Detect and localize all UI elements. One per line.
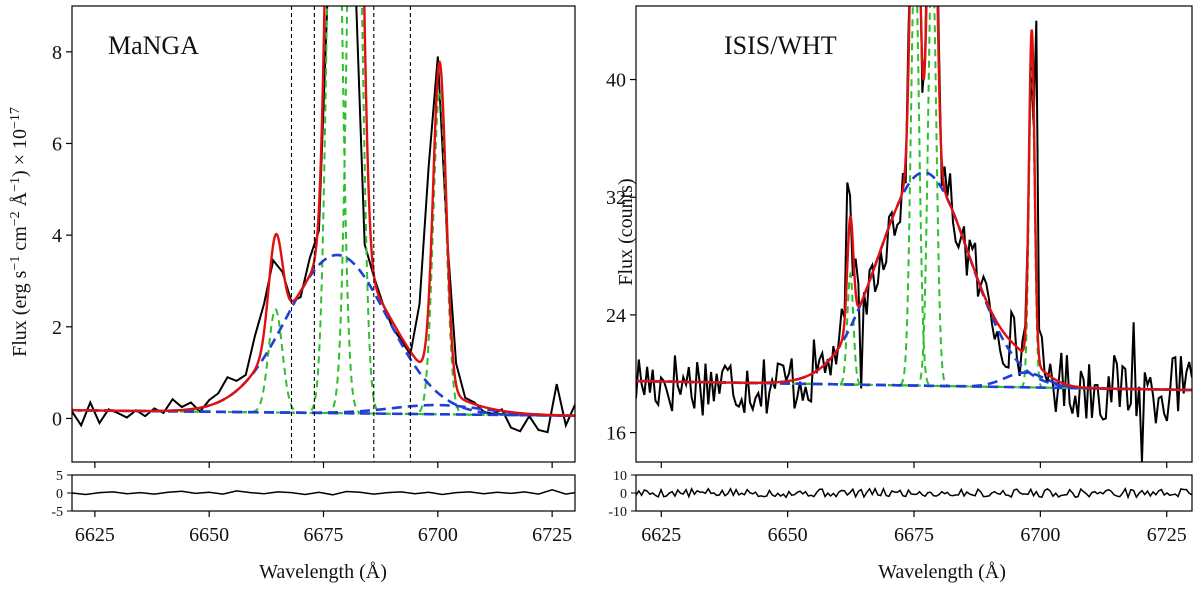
- y-tick-label: 0: [52, 408, 62, 430]
- isis-y-axis-label: Flux (counts): [615, 178, 637, 285]
- observed-spectrum-line: [636, 6, 1192, 462]
- manga-residual-plot: -5 0 5 6625 6650 6675 6700 6725: [51, 469, 576, 546]
- x-tick-label: 6700: [418, 524, 458, 546]
- plot-area: [636, 6, 1192, 462]
- y-tick-label: 6: [52, 133, 62, 155]
- narrow-component-line: [636, 6, 1192, 391]
- ylabel-segment: Å: [9, 191, 31, 211]
- ylabel-segment: cm: [9, 226, 31, 256]
- ylabel-segment: Flux (erg s: [9, 270, 31, 357]
- residual-y-tick-label: 5: [56, 469, 63, 484]
- residual-line: [71, 488, 576, 496]
- narrow-component-line: [636, 271, 1192, 391]
- manga-panel: 0 2 4 6 8 -5 0 5 6625 6650 6675 6700 6725 MaNGA Wav…: [8, 5, 576, 583]
- broad-component-line: [636, 171, 1192, 392]
- manga-y-axis-label: Flux (erg s−1 cm−2 Å−1) × 10−17: [8, 107, 32, 357]
- manga-x-axis-label: Wavelength (Å): [259, 561, 387, 583]
- y-tick-label: 16: [606, 423, 626, 445]
- x-tick-label: 6625: [641, 524, 681, 546]
- isis-panel: 16 24 32 40 -10 0 10 6625 6650 6675 6700 6725 ISIS…: [606, 5, 1193, 583]
- narrow-component-line: [636, 6, 1192, 391]
- x-tick-label: 6725: [1147, 524, 1187, 546]
- y-tick-label: 4: [52, 225, 62, 247]
- x-tick-label: 6725: [532, 524, 572, 546]
- narrow-component-line: [72, 89, 575, 417]
- y-tick-label: 2: [52, 317, 62, 339]
- narrow-component-line: [72, 308, 575, 417]
- y-tick-label: 40: [606, 70, 626, 92]
- plot-area: [72, 6, 575, 434]
- residual-plot-frame: [635, 474, 1193, 512]
- continuum-line: [636, 379, 1192, 392]
- x-tick-label: 6675: [304, 524, 344, 546]
- broad-component-line: [72, 253, 575, 418]
- total-fit-line: [636, 6, 1192, 392]
- manga-panel-title: MaNGA: [108, 31, 199, 60]
- residual-y-tick-label: -10: [608, 505, 627, 520]
- isis-x-axis-label: Wavelength (Å): [878, 561, 1006, 583]
- manga-main-plot: 0 2 4 6 8: [52, 5, 576, 468]
- residual-y-tick-label: 0: [56, 487, 63, 502]
- x-tick-label: 6650: [189, 524, 229, 546]
- narrow-component-line: [636, 56, 1192, 391]
- isis-residual-plot: -10 0 10 6625 6650 6675 6700 6725: [608, 469, 1193, 546]
- ylabel-segment: ) × 10: [9, 129, 31, 177]
- y-tick-label: 8: [52, 42, 62, 64]
- ylabel-exponent: −17: [8, 107, 23, 129]
- ylabel-exponent: −2: [8, 211, 23, 226]
- residual-y-tick-label: -5: [51, 505, 63, 520]
- isis-main-plot: 16 24 32 40: [606, 5, 1193, 468]
- ylabel-exponent: −1: [8, 177, 23, 192]
- total-fit-line: [72, 6, 575, 417]
- y-tick-label: 24: [606, 305, 626, 327]
- isis-panel-title: ISIS/WHT: [724, 31, 837, 60]
- x-tick-label: 6650: [768, 524, 808, 546]
- ylabel-exponent: −1: [8, 256, 23, 271]
- x-tick-label: 6625: [75, 524, 115, 546]
- residual-y-tick-label: 10: [613, 469, 627, 484]
- x-tick-label: 6675: [894, 524, 934, 546]
- residual-y-tick-label: 0: [620, 487, 627, 502]
- x-tick-label: 6700: [1020, 524, 1060, 546]
- y-tick-label: 32: [606, 187, 626, 209]
- residual-line: [635, 486, 1193, 500]
